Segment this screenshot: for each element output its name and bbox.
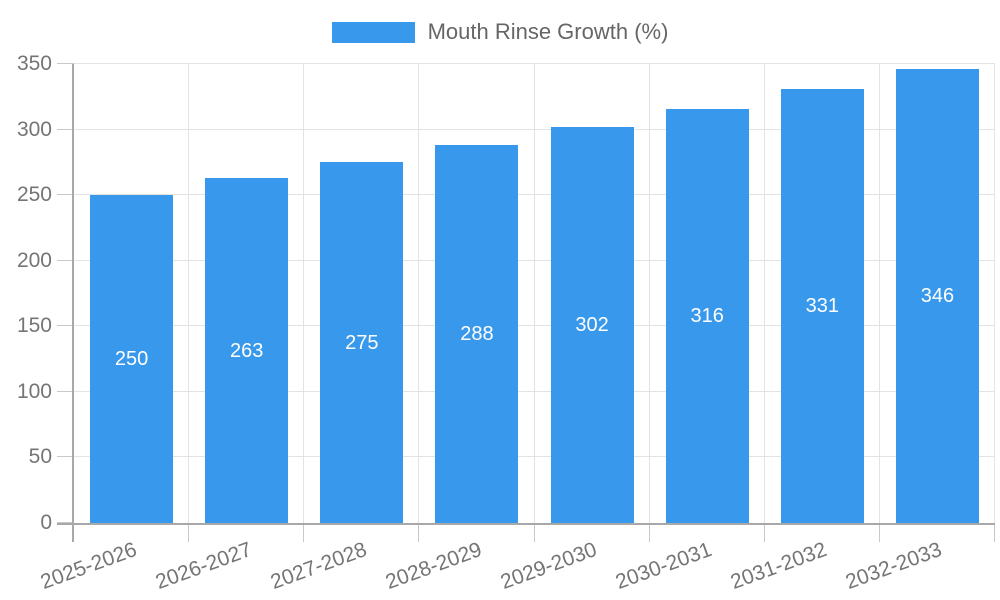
y-axis-tick-label: 150 (16, 314, 52, 338)
legend-item[interactable]: Mouth Rinse Growth (%) (331, 19, 669, 44)
legend-label: Mouth Rinse Growth (%) (427, 19, 669, 44)
bar[interactable] (665, 108, 749, 523)
gridline-y (74, 128, 995, 130)
y-axis-tick-label: 250 (16, 183, 52, 207)
bar[interactable] (435, 145, 519, 523)
tick-x (533, 523, 535, 542)
gridline-x (303, 64, 305, 523)
gridline-y (74, 390, 995, 392)
gridline-x (188, 64, 190, 523)
gridline-x (878, 64, 880, 523)
tick-x (648, 523, 650, 542)
y-axis-tick-label: 0 (40, 511, 52, 534)
tick-y (57, 456, 74, 458)
tick-x (763, 523, 765, 542)
gridline-y (74, 456, 995, 458)
gridline-y (74, 63, 995, 64)
bar[interactable] (780, 88, 864, 523)
gridline-y (74, 194, 995, 196)
y-axis-tick-label: 350 (16, 52, 52, 75)
bar[interactable] (550, 126, 634, 523)
bar[interactable] (320, 162, 404, 523)
bar[interactable] (205, 178, 289, 523)
gridline-x (533, 64, 535, 523)
y-axis-line (72, 64, 74, 542)
y-axis-tick-label: 100 (16, 379, 52, 403)
bar[interactable] (895, 69, 979, 523)
x-axis-line (57, 523, 995, 525)
tick-y (57, 128, 74, 130)
tick-x (878, 523, 880, 542)
legend: Mouth Rinse Growth (%) (0, 14, 1000, 50)
legend-swatch (331, 21, 415, 43)
tick-y (57, 390, 74, 392)
y-axis-tick-label: 50 (28, 445, 52, 469)
bar[interactable] (90, 195, 174, 523)
gridline-x (418, 64, 420, 523)
tick-x (188, 523, 190, 542)
gridline-x (648, 64, 650, 523)
bar-value-label: 316 (690, 304, 724, 327)
tick-x (303, 523, 305, 542)
tick-x (994, 523, 995, 542)
bar-value-label: 302 (575, 313, 609, 336)
tick-y (57, 259, 74, 261)
bar-value-label: 275 (345, 331, 379, 354)
tick-y (57, 63, 74, 64)
tick-y (57, 325, 74, 327)
gridline-x (763, 64, 765, 523)
gridline-x (994, 64, 995, 523)
bar-value-label: 288 (460, 323, 494, 346)
bar-value-label: 250 (114, 348, 149, 371)
bar-value-label: 346 (920, 285, 955, 308)
y-axis-tick-label: 300 (16, 117, 52, 141)
y-axis-tick-label: 200 (16, 248, 52, 272)
bar-value-label: 331 (805, 294, 839, 317)
gridline-y (74, 259, 995, 261)
bar-value-label: 263 (230, 339, 264, 362)
tick-x (418, 523, 420, 542)
tick-y (57, 522, 74, 523)
gridline-y (74, 325, 995, 327)
tick-y (57, 194, 74, 196)
